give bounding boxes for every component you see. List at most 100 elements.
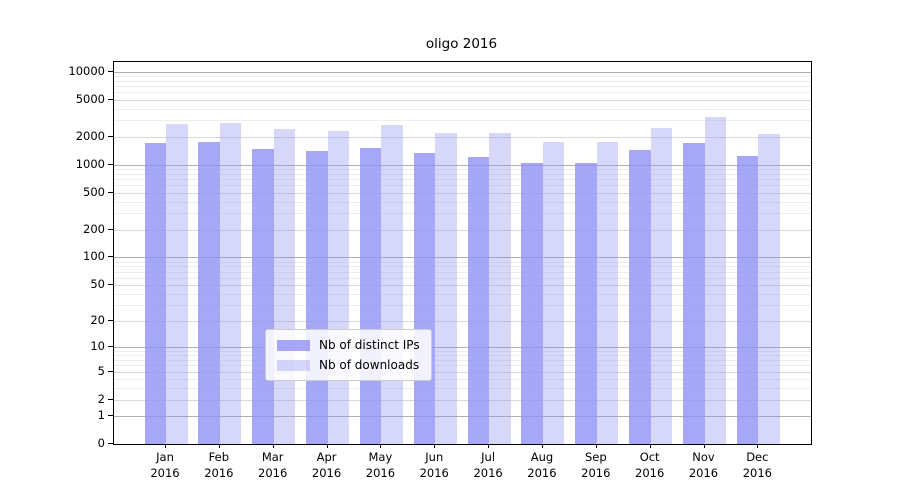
tick-gridline xyxy=(114,229,811,231)
bar-distinct-ips xyxy=(629,150,651,444)
x-tick-label: Jun 2016 xyxy=(404,449,464,481)
major-gridline xyxy=(114,71,811,73)
tick-gridline xyxy=(114,192,811,194)
legend-label-downloads: Nb of downloads xyxy=(319,358,420,372)
plot-area xyxy=(113,61,812,445)
bar-downloads xyxy=(219,123,242,444)
bar-downloads xyxy=(758,133,780,444)
x-tick-label-line: May xyxy=(368,450,393,464)
x-tick-label-line: 2016 xyxy=(635,466,665,480)
x-tick-label-line: Sep xyxy=(584,450,607,464)
x-tick-label-line: 2016 xyxy=(150,466,180,480)
major-gridline xyxy=(114,164,811,166)
minor-gridline xyxy=(114,120,811,122)
bar-downloads xyxy=(704,116,726,444)
chart-title: oligo 2016 xyxy=(425,36,498,52)
x-tick-label: Mar 2016 xyxy=(243,449,303,481)
downloads-swatch-icon xyxy=(277,359,310,371)
minor-gridline xyxy=(114,350,811,352)
minor-gridline xyxy=(114,271,811,273)
y-tick-label: 100 xyxy=(83,249,105,264)
y-tick-label: 2 xyxy=(97,391,105,406)
x-tick-label-line: 2016 xyxy=(419,466,449,480)
bar-downloads xyxy=(489,132,511,444)
tick-gridline xyxy=(114,320,811,322)
x-tick-label-line: 2016 xyxy=(204,466,234,480)
x-tick-label-line: 2016 xyxy=(527,466,557,480)
minor-gridline xyxy=(114,201,811,203)
minor-gridline xyxy=(114,173,811,175)
ips-swatch-icon xyxy=(277,339,310,351)
legend: Nb of distinct IPs Nb of downloads xyxy=(265,329,432,381)
major-gridline xyxy=(114,415,811,417)
bar-distinct-ips xyxy=(252,149,274,444)
bar-distinct-ips xyxy=(413,153,436,444)
minor-gridline xyxy=(114,355,811,357)
x-tick-label-line: Aug xyxy=(530,450,554,464)
x-tick-label: Jan 2016 xyxy=(135,449,195,481)
minor-gridline xyxy=(114,178,811,180)
minor-gridline xyxy=(114,213,811,215)
x-tick-label-line: 2016 xyxy=(581,466,611,480)
x-tick-label-line: Feb xyxy=(208,450,230,464)
bar-downloads xyxy=(435,133,457,444)
y-tick-label: 200 xyxy=(83,221,105,236)
y-tick-label: 5000 xyxy=(75,91,105,106)
minor-gridline xyxy=(114,92,811,94)
bar-distinct-ips xyxy=(683,143,705,444)
x-tick-label: Nov 2016 xyxy=(674,449,734,481)
x-tick-label: Dec 2016 xyxy=(727,449,787,481)
x-tick-label-line: 2016 xyxy=(473,466,503,480)
x-tick-label-line: Oct xyxy=(639,450,660,464)
x-tick-label: May 2016 xyxy=(350,449,410,481)
minor-gridline xyxy=(114,305,811,307)
x-tick-label-line: Nov xyxy=(692,450,715,464)
minor-gridline xyxy=(114,108,811,110)
minor-gridline xyxy=(114,261,811,263)
bar-distinct-ips xyxy=(467,157,490,444)
minor-gridline xyxy=(114,75,811,77)
x-tick-label: Aug 2016 xyxy=(512,449,572,481)
x-tick-label-line: 2016 xyxy=(258,466,288,480)
minor-gridline xyxy=(114,378,811,380)
bar-downloads xyxy=(327,131,350,444)
x-tick-label-line: Jan xyxy=(156,450,174,464)
x-tick-label: Sep 2016 xyxy=(566,449,626,481)
bar-distinct-ips xyxy=(198,141,220,444)
x-tick-label: Feb 2016 xyxy=(189,449,249,481)
bar-distinct-ips xyxy=(736,156,759,444)
x-tick-label-line: Mar xyxy=(261,450,284,464)
y-tick-label: 1 xyxy=(97,407,105,422)
minor-gridline xyxy=(114,80,811,82)
tick-gridline xyxy=(114,284,811,286)
tick-gridline xyxy=(114,136,811,138)
y-tick-label: 500 xyxy=(83,184,105,199)
major-gridline xyxy=(114,257,811,259)
bar-downloads xyxy=(596,142,619,444)
bar-downloads xyxy=(166,124,188,444)
minor-gridline xyxy=(114,266,811,268)
legend-row-ips: Nb of distinct IPs xyxy=(277,335,431,355)
x-tick-label-line: Jul xyxy=(481,450,496,464)
minor-gridline xyxy=(114,293,811,295)
x-tick-label-line: 2016 xyxy=(365,466,396,480)
bar-distinct-ips xyxy=(306,151,328,444)
bar-downloads xyxy=(381,125,403,444)
tick-gridline xyxy=(114,371,811,373)
y-tick-label: 0 xyxy=(97,436,105,450)
x-tick-label-line: Apr xyxy=(316,450,337,464)
x-tick-label: Apr 2016 xyxy=(297,449,357,481)
bar-downloads xyxy=(650,128,673,444)
minor-gridline xyxy=(114,359,811,361)
minor-gridline xyxy=(114,387,811,389)
y-tick-label: 20 xyxy=(90,312,105,327)
y-tick-label: 10000 xyxy=(68,63,105,78)
y-tick-label: 5 xyxy=(97,363,105,378)
y-tick-label: 2000 xyxy=(75,128,105,143)
bar-distinct-ips xyxy=(521,163,543,444)
x-tick-label-line: 2016 xyxy=(742,466,772,480)
x-tick-label: Jul 2016 xyxy=(458,449,518,481)
minor-gridline xyxy=(114,185,811,187)
minor-gridline xyxy=(114,365,811,367)
tick-gridline xyxy=(114,99,811,101)
